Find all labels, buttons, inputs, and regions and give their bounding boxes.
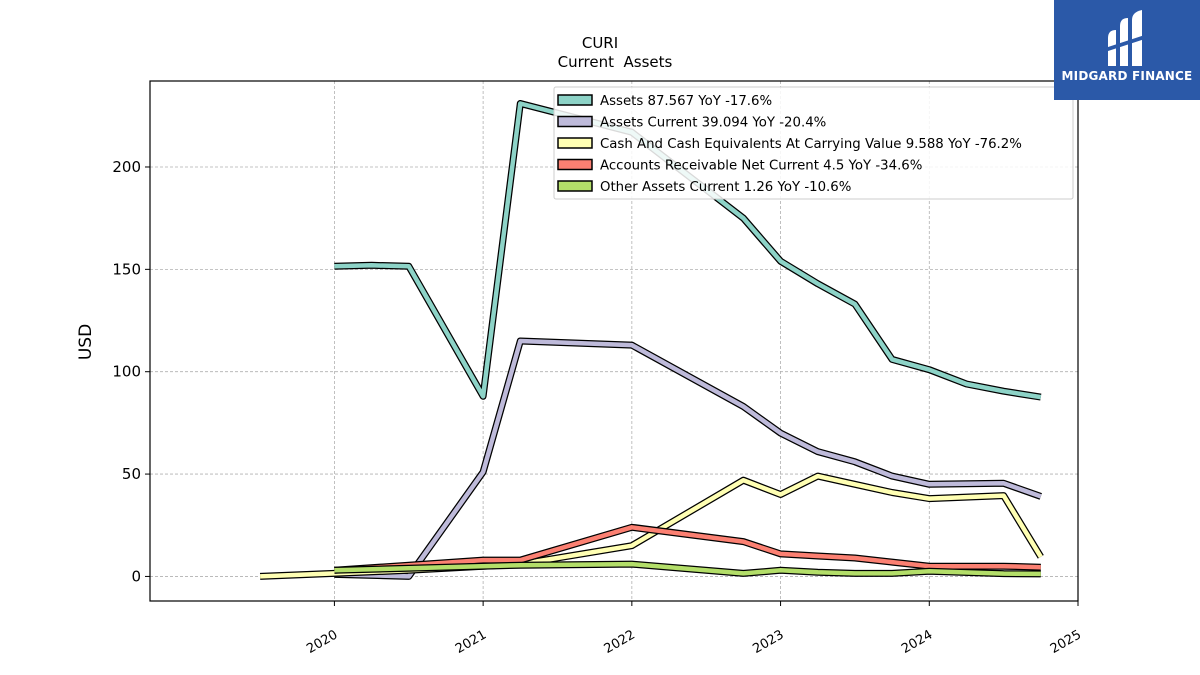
chart-title: CURI: [582, 34, 618, 52]
series-line: [334, 561, 1041, 577]
x-tick-label: 2022: [602, 627, 638, 657]
legend-swatch: [557, 137, 593, 149]
legend-frame: [553, 86, 1074, 200]
y-axis-label: USD: [76, 324, 96, 360]
y-tick-label: 200: [112, 158, 141, 176]
plot-frame: [149, 80, 1079, 602]
x-tick-label: 2020: [304, 627, 340, 657]
brand-name: MIDGARD FINANCE: [1061, 69, 1193, 83]
legend: Assets 87.567 YoY -17.6% Assets Current 3…: [553, 86, 1074, 200]
legend-swatch: [557, 158, 593, 171]
legend-swatch: [557, 94, 593, 106]
y-tick-label: 150: [112, 260, 141, 278]
series-line: [334, 525, 1041, 573]
legend-entry: Accounts Receivable Net Current 4.5 YoY …: [600, 159, 922, 174]
x-tick-label: 2025: [1048, 627, 1084, 657]
legend-entry: Other Assets Current 1.26 YoY -10.6%: [600, 180, 851, 195]
legend-swatch: [557, 180, 593, 192]
x-tick-label: 2021: [453, 627, 489, 657]
x-tick-label: 2024: [899, 627, 935, 657]
y-tick-label: 100: [112, 363, 141, 381]
y-tick-label: 50: [122, 465, 141, 483]
legend-entry: Assets Current 39.094 YoY -20.4%: [600, 116, 826, 131]
y-tick-label: 0: [131, 567, 141, 585]
series-layer: [259, 100, 1044, 580]
legend-entry: Cash And Cash Equivalents At Carrying Va…: [600, 137, 1022, 152]
series-line: [334, 101, 1042, 400]
legend-entry: Assets 87.567 YoY -17.6%: [600, 94, 772, 109]
brand-logo: MIDGARD FINANCE: [1054, 0, 1200, 100]
chart-subtitle: Current Assets: [558, 53, 673, 71]
y-axis-ticks: 0 50 100 150 200: [112, 158, 150, 585]
legend-swatch: [557, 115, 593, 128]
x-tick-label: 2023: [750, 627, 786, 657]
series-line: [334, 338, 1042, 579]
midgard-logo-icon: [1105, 10, 1148, 66]
x-axis-ticks: 2020 2021 2022 2023 2024 2025: [304, 601, 1084, 657]
